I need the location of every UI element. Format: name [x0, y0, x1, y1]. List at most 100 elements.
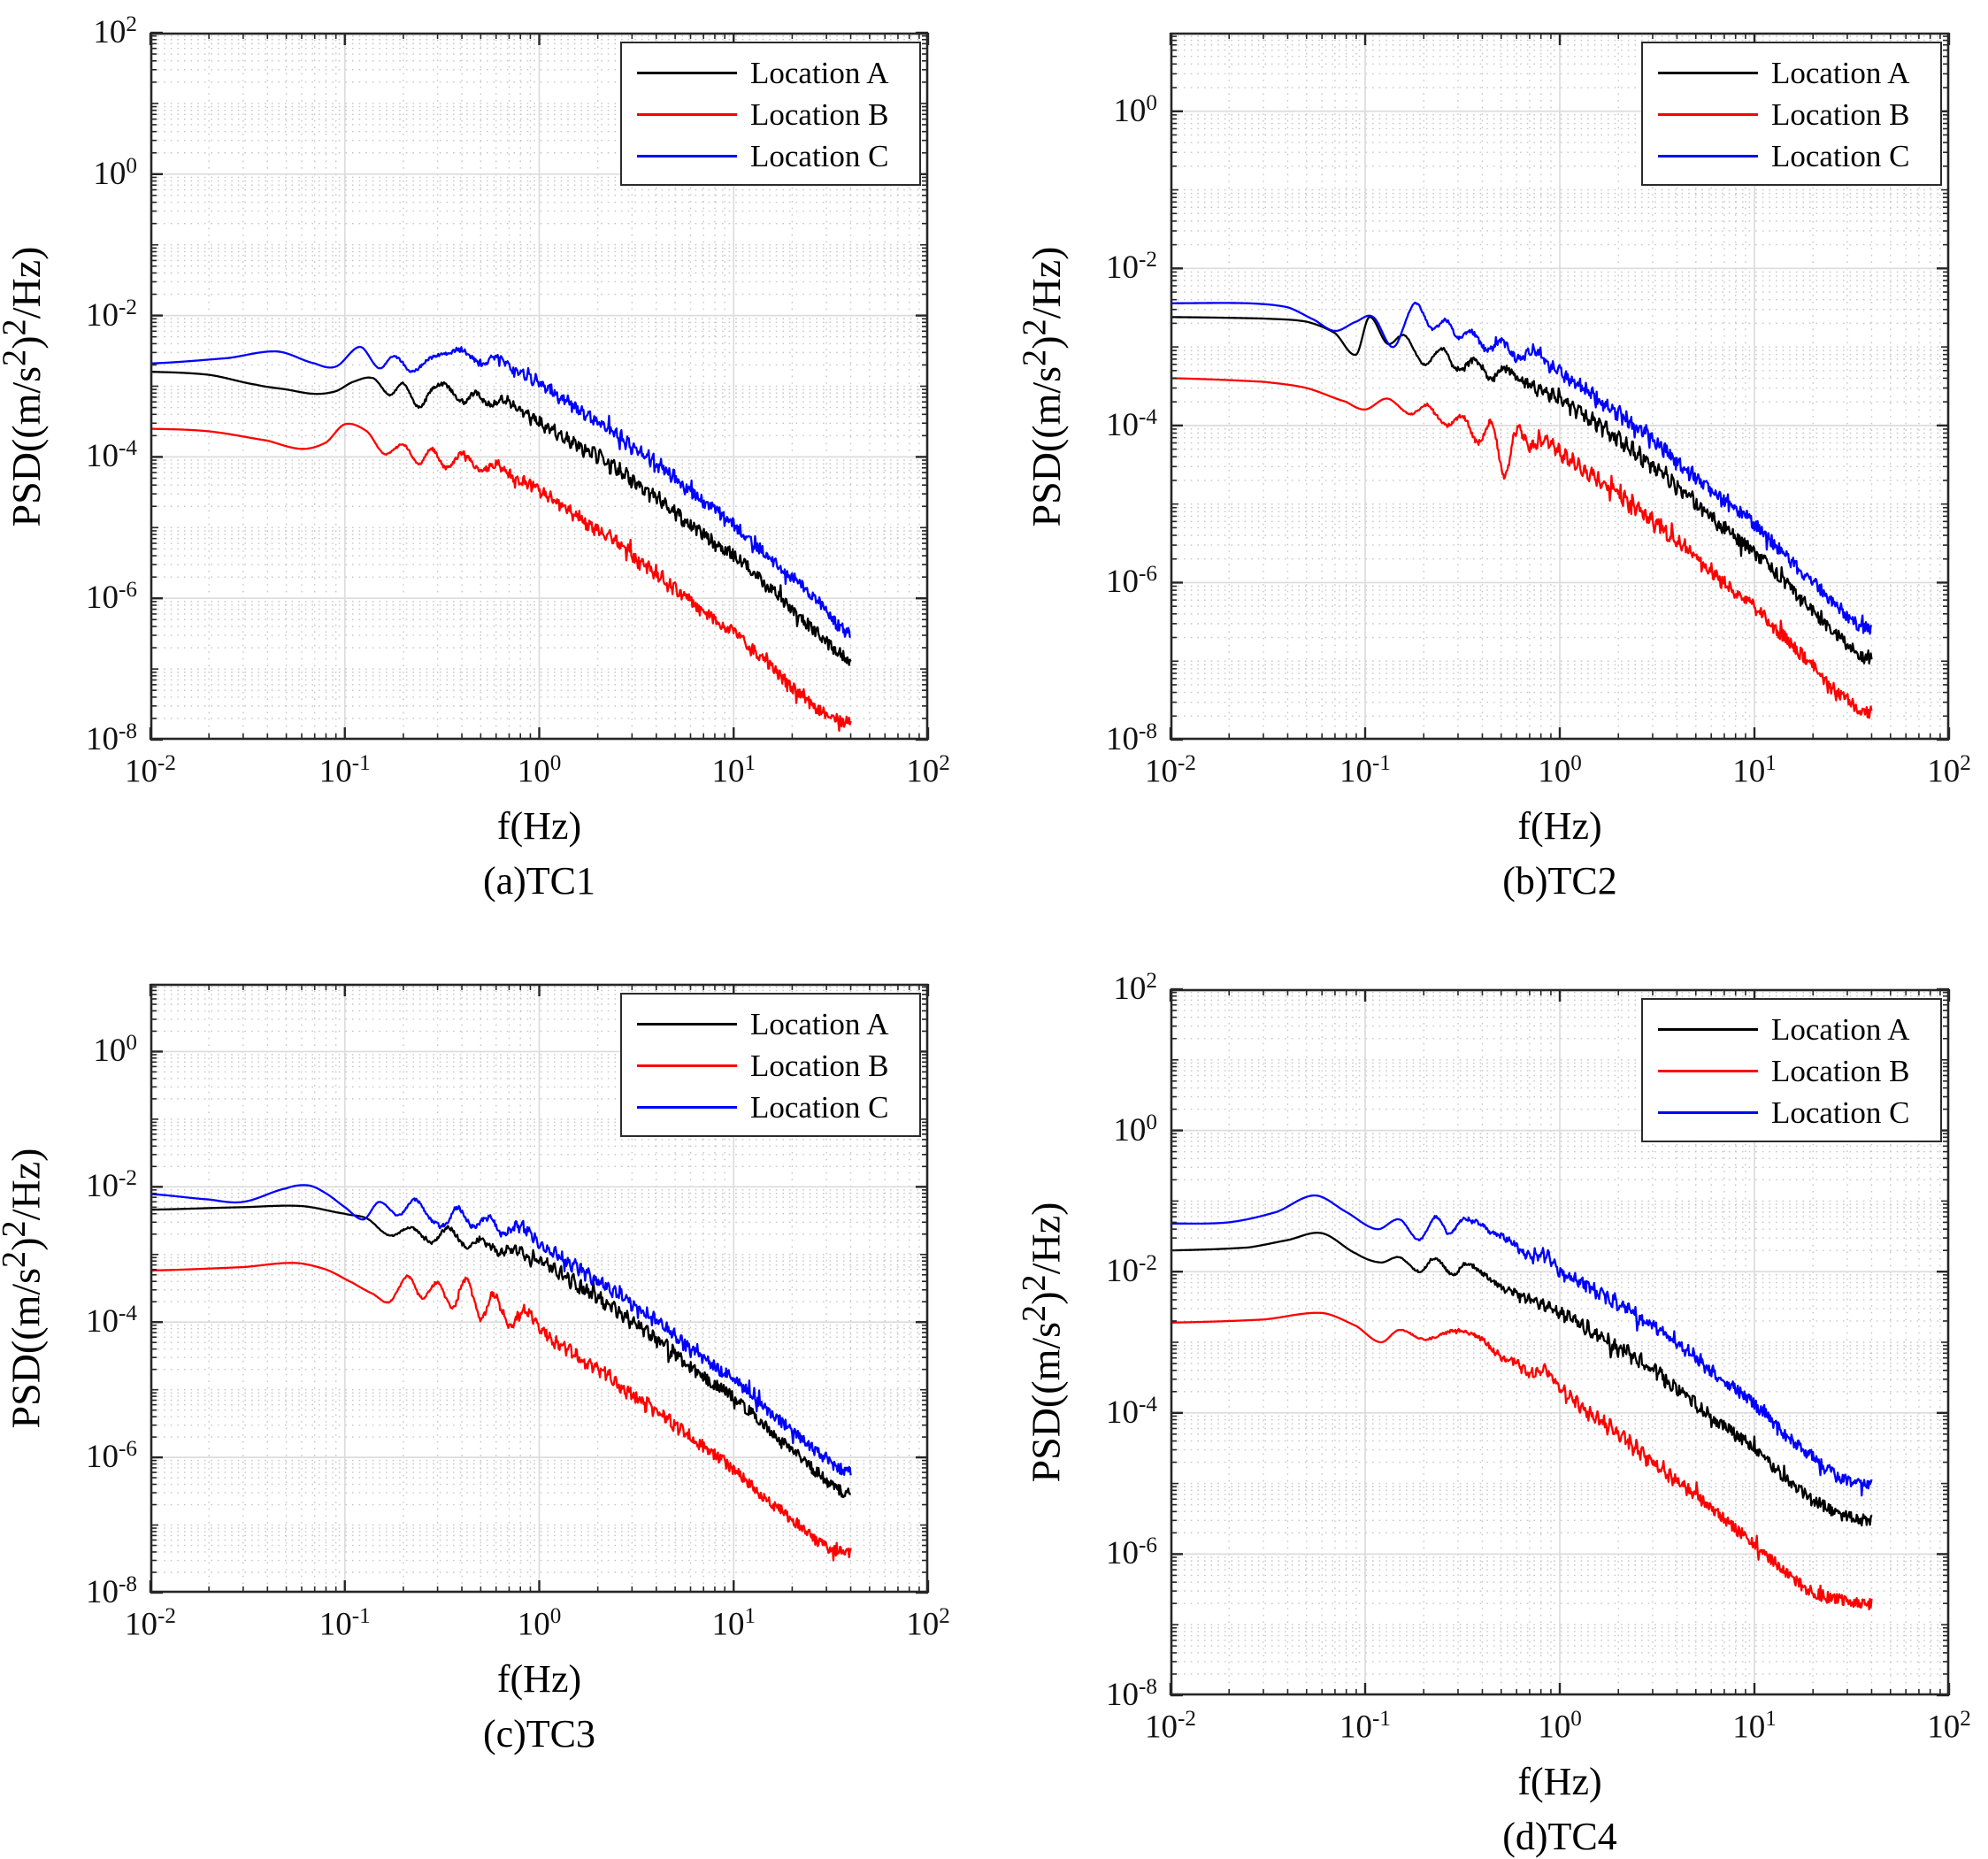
y-tick-label: 10-8	[86, 1571, 137, 1611]
legend-line-sample-blue	[637, 155, 737, 157]
y-tick-label: 10-2	[86, 1166, 137, 1205]
legend-item-location-b: Location B	[622, 1045, 919, 1087]
legend-label: Location B	[1771, 1053, 1910, 1088]
legend-label: Location B	[750, 1048, 889, 1083]
x-tick-label: 102	[1927, 751, 1971, 790]
y-axis-label: PSD((m/s2)2/Hz)	[0, 1148, 49, 1429]
series-line-location-a	[1171, 316, 1873, 664]
legend-item-location-b: Location B	[1643, 94, 1940, 135]
series-line-location-c	[1171, 301, 1873, 635]
legend-label: Location B	[1771, 96, 1910, 132]
series-line-location-b	[150, 422, 852, 733]
legend-line-sample-blue	[637, 1106, 737, 1109]
x-tick-label: 100	[517, 1604, 562, 1643]
axes-box	[1169, 987, 1951, 1697]
series-line-location-b	[1171, 1311, 1873, 1611]
x-tick-label: 10-1	[319, 751, 371, 790]
panel-caption: (d)TC4	[1502, 1815, 1617, 1858]
y-tick-label: 10-4	[1106, 404, 1157, 444]
y-tick-label: 100	[93, 153, 137, 192]
y-tick-label: 10-2	[86, 295, 137, 334]
legend: Location A Location B Location C	[1641, 42, 1942, 186]
x-tick-label: 10-1	[319, 1604, 371, 1643]
legend-item-location-c: Location C	[622, 135, 919, 177]
legend-item-location-a: Location A	[622, 1003, 919, 1045]
legend-label: Location C	[1771, 1095, 1910, 1130]
legend-line-sample-blue	[1658, 1111, 1758, 1114]
legend-label: Location C	[750, 1089, 889, 1125]
legend-item-location-a: Location A	[1643, 1009, 1940, 1050]
axes-box	[149, 983, 930, 1594]
y-tick-label: 10-4	[1106, 1392, 1157, 1431]
x-axis-label: f(Hz)	[496, 804, 582, 848]
series-line-location-b	[150, 1262, 852, 1562]
legend-label: Location B	[750, 96, 889, 132]
y-tick-label: 10-6	[86, 1436, 137, 1476]
legend-label: Location A	[1771, 1011, 1910, 1047]
legend-line-sample-red	[1658, 113, 1758, 116]
x-tick-label: 101	[711, 751, 756, 790]
x-tick-label: 102	[1927, 1707, 1971, 1746]
x-tick-label: 101	[711, 1604, 756, 1643]
x-axis-label: f(Hz)	[1517, 1760, 1602, 1803]
x-tick-label: 102	[906, 1604, 950, 1643]
x-tick-label: 100	[1538, 1707, 1582, 1746]
y-tick-label: 100	[93, 1031, 137, 1070]
y-axis-label: PSD((m/s2)2/Hz)	[1016, 246, 1069, 526]
legend-label: Location C	[750, 138, 889, 173]
y-tick-label: 10-2	[1106, 1251, 1157, 1290]
y-tick-label: 10-8	[86, 718, 137, 758]
y-axis-label: PSD((m/s2)2/Hz)	[1016, 1202, 1069, 1483]
x-tick-label: 10-2	[125, 751, 176, 790]
legend-item-location-b: Location B	[622, 94, 919, 135]
legend-line-sample-black	[637, 72, 737, 74]
panel-caption: (b)TC2	[1502, 859, 1617, 903]
legend-line-sample-black	[1658, 72, 1758, 74]
series-line-location-a	[150, 1204, 852, 1499]
y-tick-label: 102	[1113, 968, 1157, 1008]
legend-line-sample-black	[1658, 1028, 1758, 1031]
legend-item-location-c: Location C	[1643, 1092, 1940, 1133]
y-tick-label: 10-6	[1106, 1533, 1157, 1572]
legend-line-sample-black	[637, 1023, 737, 1026]
x-tick-label: 10-1	[1339, 751, 1391, 790]
legend-item-location-c: Location C	[1643, 135, 1940, 177]
x-tick-label: 10-2	[1145, 1707, 1196, 1746]
legend-label: Location A	[750, 1006, 889, 1041]
x-tick-label: 10-1	[1339, 1707, 1391, 1746]
series-line-location-c	[150, 1184, 852, 1476]
axes-box	[1169, 32, 1951, 741]
x-tick-label: 101	[1732, 1707, 1777, 1746]
legend-label: Location A	[1771, 55, 1910, 90]
y-tick-label: 10-2	[1106, 248, 1157, 287]
series-line-location-c	[1171, 1194, 1873, 1497]
legend-line-sample-blue	[1658, 155, 1758, 157]
legend-item-location-a: Location A	[622, 52, 919, 94]
series-line-location-a	[150, 371, 852, 666]
x-axis-label: f(Hz)	[496, 1657, 582, 1701]
y-axis-label: PSD((m/s2)2/Hz)	[0, 246, 49, 526]
y-tick-label: 100	[1113, 90, 1157, 129]
grid-major	[1171, 33, 1949, 740]
y-tick-label: 10-6	[86, 578, 137, 617]
legend: Location A Location B Location C	[620, 42, 921, 186]
legend-item-location-b: Location B	[1643, 1050, 1940, 1092]
grid-major	[150, 984, 928, 1593]
x-tick-label: 10-2	[1145, 751, 1196, 790]
y-tick-label: 10-8	[1106, 718, 1157, 758]
series-line-location-b	[1171, 377, 1873, 719]
y-tick-label: 10-8	[1106, 1674, 1157, 1714]
x-tick-label: 10-2	[125, 1604, 176, 1643]
y-tick-label: 10-4	[86, 436, 137, 475]
y-tick-label: 100	[1113, 1110, 1157, 1148]
series-line-location-a	[1171, 1232, 1873, 1527]
axes-box	[149, 31, 930, 741]
legend-label: Location C	[1771, 138, 1910, 173]
legend-item-location-a: Location A	[1643, 52, 1940, 94]
legend-line-sample-red	[637, 113, 737, 116]
x-axis-label: f(Hz)	[1517, 804, 1602, 848]
x-tick-label: 101	[1732, 751, 1777, 790]
panel-caption: (a)TC1	[482, 859, 596, 903]
panel-caption: (c)TC3	[482, 1712, 596, 1755]
